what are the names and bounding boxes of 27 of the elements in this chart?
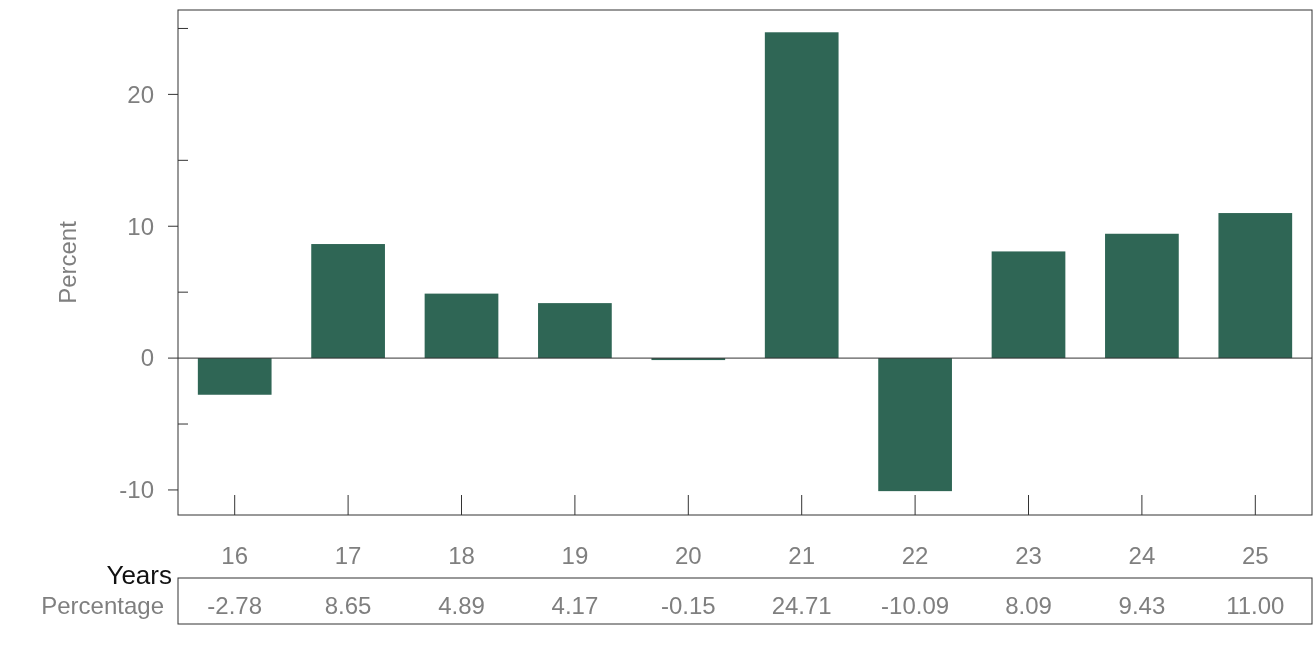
data-label: -10.09	[881, 592, 950, 619]
x-tick-label: 24	[1128, 542, 1156, 569]
x-tick-label: 19	[561, 542, 589, 569]
x-tick-label: 17	[334, 542, 362, 569]
x-tick-label: 20	[674, 542, 702, 569]
x-tick-label: 16	[221, 542, 249, 569]
x-tick-label: 21	[788, 542, 816, 569]
data-label: 4.89	[438, 592, 485, 619]
x-tick-label: 25	[1241, 542, 1269, 569]
data-label: 11.00	[1226, 592, 1285, 619]
data-label: 8.65	[324, 592, 372, 619]
x-tick-label: 23	[1015, 542, 1042, 569]
x-tick-label: 22	[901, 542, 929, 569]
text: Percentage	[41, 592, 164, 619]
data-label: 24.71	[771, 592, 832, 619]
y-axis-title: Percent	[54, 220, 81, 304]
y-tick-label: 0	[140, 344, 154, 372]
y-tick-label: -10	[119, 476, 154, 504]
x-axis-title: Years	[106, 560, 172, 590]
data-label: -2.78	[207, 592, 263, 619]
data-label: 4.17	[551, 592, 599, 619]
y-tick-label: 10	[127, 212, 154, 240]
y-tick-label: 20	[127, 80, 154, 108]
data-label: 9.43	[1118, 592, 1166, 619]
data-label: -0.15	[660, 592, 716, 619]
data-label: 8.09	[1005, 592, 1052, 619]
x-tick-label: 18	[448, 542, 475, 569]
